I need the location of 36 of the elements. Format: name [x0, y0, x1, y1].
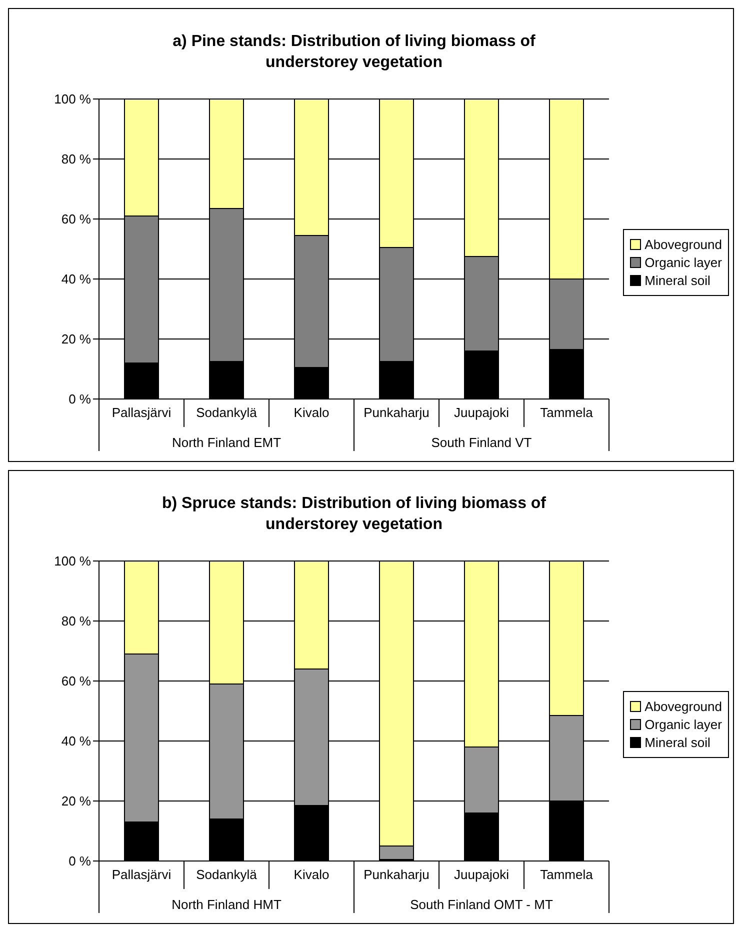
- text: South Finland OMT - MT: [409, 897, 554, 912]
- x-tick-label: Sodankylä: [196, 405, 258, 420]
- y-tick-label: 40 %: [61, 272, 92, 287]
- x-tick-label: Kivalo: [294, 405, 330, 420]
- y-tick-label: 60 %: [61, 674, 92, 689]
- legend-label: Mineral soil: [644, 273, 710, 288]
- chart-title: b) Spruce stands: Distribution of living biomass of understorey vegetation: [160, 494, 548, 535]
- chart-title: a) Pine stands: Distribution of living biomass of understorey vegetation: [172, 32, 536, 73]
- x-tick-label: Juupajoki: [454, 867, 510, 882]
- y-tick-label: 0 %: [68, 854, 92, 869]
- y-tick-label: 0 %: [68, 392, 92, 407]
- legend-label: Organic layer: [644, 717, 722, 732]
- legend-label: Organic layer: [644, 255, 722, 270]
- x-tick-label: Juupajoki: [454, 405, 510, 420]
- x-tick-label: Sodankylä: [196, 867, 258, 882]
- x-tick-label: Tammela: [540, 405, 594, 420]
- y-tick-label: 20 %: [61, 794, 92, 809]
- y-tick-label: 20 %: [61, 332, 92, 347]
- y-tick-label: 80 %: [61, 614, 92, 629]
- y-tick-label: 100 %: [54, 554, 92, 569]
- text: North Finland HMT: [170, 897, 282, 912]
- x-tick-label: Kivalo: [294, 867, 330, 882]
- x-tick-label: Punkaharju: [364, 867, 430, 882]
- x-tick-label: Tammela: [540, 867, 594, 882]
- legend-label: Aboveground: [644, 699, 722, 714]
- x-tick-label: Punkaharju: [364, 405, 430, 420]
- y-tick-label: 40 %: [61, 734, 92, 749]
- y-tick-label: 60 %: [61, 212, 92, 227]
- x-tick-label: Pallasjärvi: [112, 867, 172, 882]
- x-tick-label: Pallasjärvi: [112, 405, 172, 420]
- legend-label: Aboveground: [644, 237, 722, 252]
- text: South Finland VT: [430, 435, 533, 450]
- text: North Finland EMT: [170, 435, 282, 450]
- y-tick-label: 100 %: [54, 92, 92, 107]
- y-tick-label: 80 %: [61, 152, 92, 167]
- legend-label: Mineral soil: [644, 735, 710, 750]
